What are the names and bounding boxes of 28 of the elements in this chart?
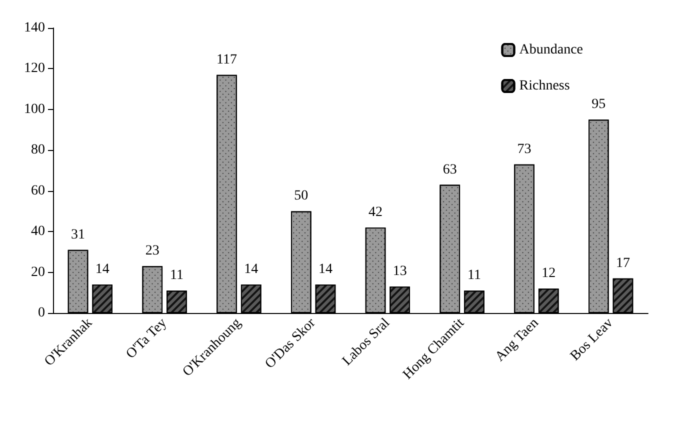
data-label: 12: [542, 266, 556, 282]
y-tick-label: 80: [31, 142, 45, 158]
y-tick-label: 60: [31, 183, 45, 198]
y-tick-label: 40: [31, 224, 45, 240]
data-label: 14: [244, 262, 258, 277]
data-label: 11: [467, 268, 481, 284]
data-label: 117: [216, 52, 238, 68]
data-label: 17: [616, 256, 630, 271]
y-tick-label: 100: [24, 102, 45, 117]
data-label: 73: [517, 142, 532, 157]
data-label: 14: [95, 262, 110, 277]
data-label: 13: [392, 264, 407, 280]
data-label: 23: [145, 244, 160, 259]
y-tick-label: 140: [24, 20, 45, 36]
data-label: 31: [71, 227, 86, 242]
x-tick-label: Ang Taen: [492, 316, 542, 365]
data-label: 14: [318, 262, 332, 277]
data-label: 11: [170, 268, 184, 284]
data-label: 63: [442, 162, 457, 178]
data-label: 50: [294, 188, 308, 204]
data-label: 95: [592, 97, 606, 112]
legend-label: Abundance: [519, 42, 584, 58]
data-label: 42: [368, 205, 383, 220]
y-tick-label: 120: [24, 61, 45, 76]
legend-label: Richness: [519, 78, 570, 94]
y-tick-label: 0: [38, 306, 45, 320]
x-tick-label: O'Ta Tey: [124, 316, 170, 362]
y-tick-label: 20: [31, 264, 45, 280]
